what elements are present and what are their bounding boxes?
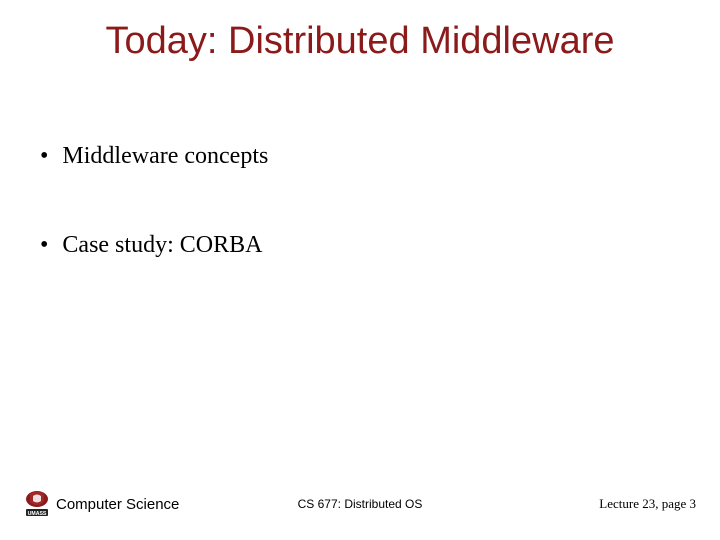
bullet-text: Case study: CORBA (62, 232, 262, 259)
list-item: • Case study: CORBA (40, 232, 720, 259)
bullet-text: Middleware concepts (62, 143, 268, 170)
slide-footer: UMASS Computer Science CS 677: Distribut… (0, 490, 720, 518)
slide: Today: Distributed Middleware • Middlewa… (0, 0, 720, 540)
bullet-dot-icon: • (40, 144, 48, 168)
page-label: Lecture 23, page 3 (599, 496, 696, 512)
footer-left: UMASS Computer Science (24, 490, 179, 518)
bullet-dot-icon: • (40, 233, 48, 257)
svg-text:UMASS: UMASS (28, 511, 47, 517)
list-item: • Middleware concepts (40, 143, 720, 170)
department-label: Computer Science (56, 496, 179, 513)
umass-logo-icon: UMASS (24, 490, 50, 518)
course-label: CS 677: Distributed OS (298, 497, 423, 511)
slide-title: Today: Distributed Middleware (0, 20, 720, 63)
bullet-list: • Middleware concepts • Case study: CORB… (0, 143, 720, 259)
